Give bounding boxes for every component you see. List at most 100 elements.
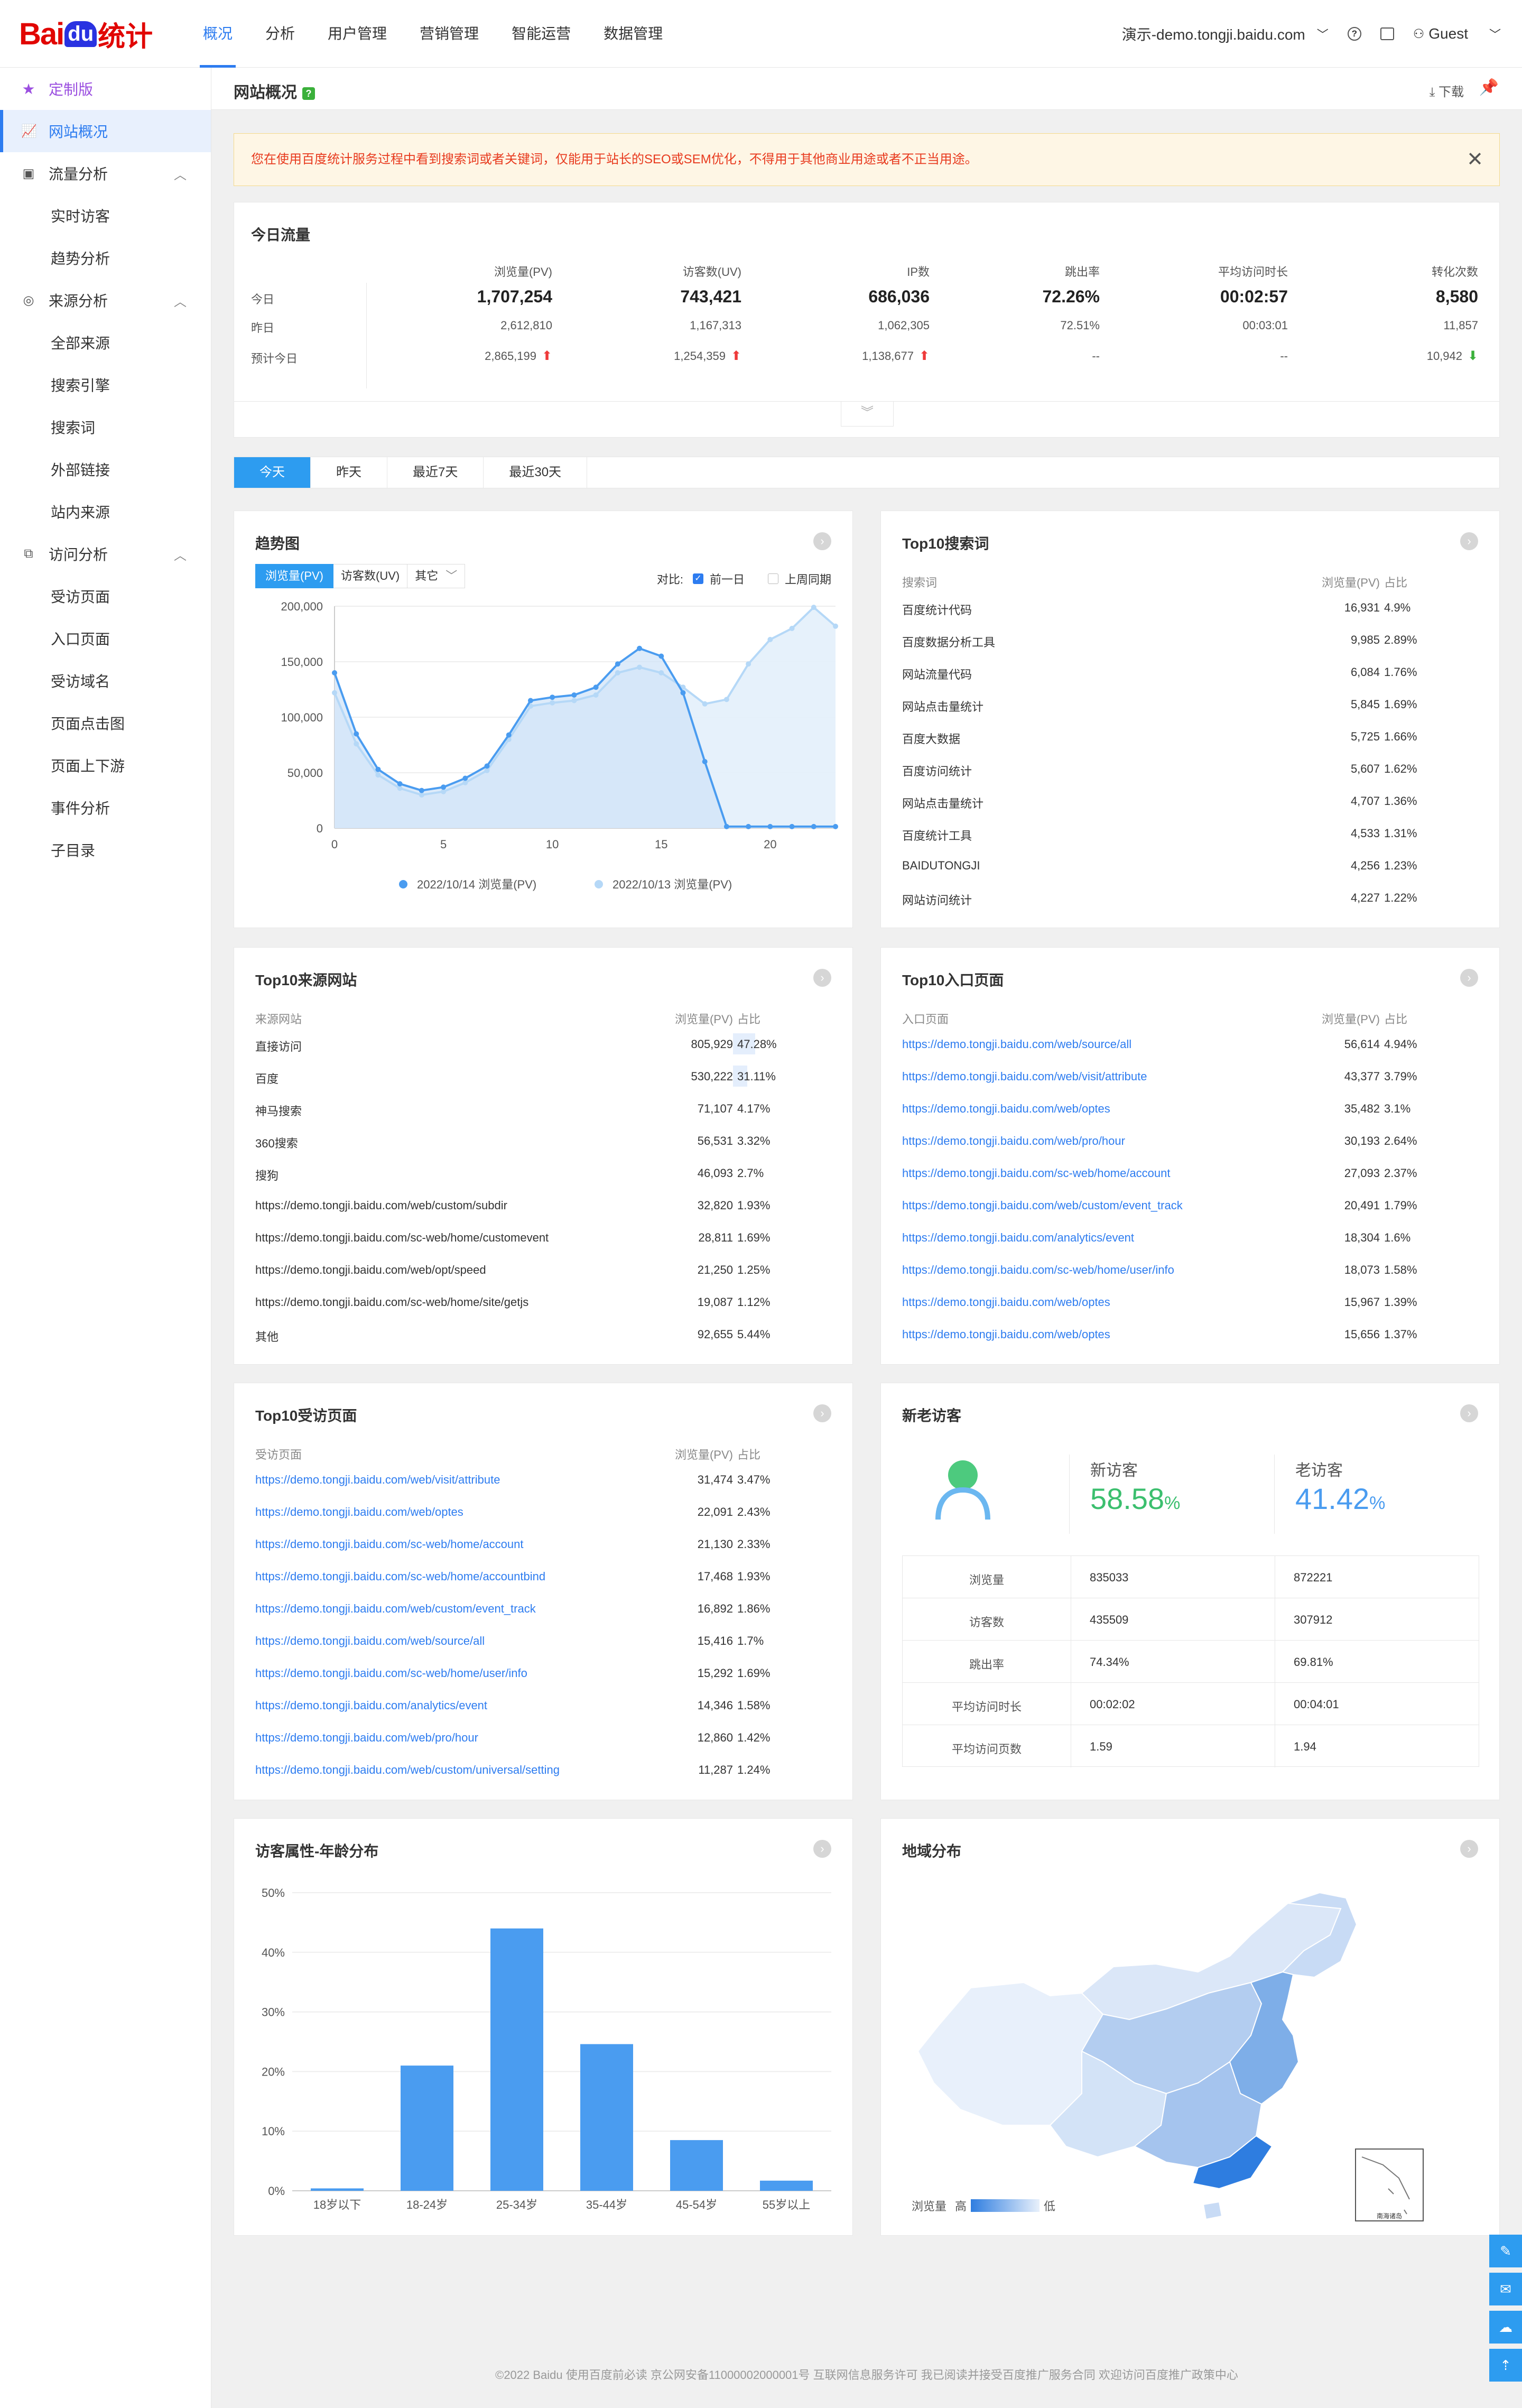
page-link[interactable]: https://demo.tongji.baidu.com/web/custom…: [255, 1763, 560, 1776]
data-point[interactable]: [811, 605, 816, 610]
table-row[interactable]: https://demo.tongji.baidu.com/web/optes 1…: [902, 1288, 1478, 1320]
map-region-east[interactable]: [1229, 1971, 1300, 2105]
table-row[interactable]: https://demo.tongji.baidu.com/web/source…: [902, 1030, 1478, 1062]
tab-last-30-days[interactable]: 最近30天: [484, 457, 588, 488]
table-row[interactable]: https://demo.tongji.baidu.com/web/custom…: [902, 1191, 1478, 1224]
data-point[interactable]: [833, 823, 838, 829]
data-point[interactable]: [527, 698, 533, 703]
page-link[interactable]: https://demo.tongji.baidu.com/sc-web/hom…: [902, 1263, 1174, 1276]
sidebar-item-visited-pages[interactable]: 受访页面: [51, 589, 110, 605]
page-link[interactable]: https://demo.tongji.baidu.com/sc-web/hom…: [902, 1166, 1171, 1180]
table-row[interactable]: 百度统计工具 4,533 1.31%: [902, 819, 1478, 851]
data-point[interactable]: [419, 788, 424, 793]
metric-select-other[interactable]: 其它 ﹀: [407, 564, 466, 588]
data-point[interactable]: [658, 653, 664, 659]
sidebar-item-subdirectory[interactable]: 子目录: [51, 842, 96, 859]
table-row[interactable]: https://demo.tongji.baidu.com/web/custom…: [255, 1756, 831, 1788]
sidebar-item-search-terms[interactable]: 搜索词: [51, 420, 96, 436]
sidebar-group-visit[interactable]: ⧉ 访问分析 ︿: [0, 533, 211, 575]
age-bar[interactable]: [490, 1928, 543, 2191]
data-point[interactable]: [658, 670, 664, 675]
table-row[interactable]: https://demo.tongji.baidu.com/sc-web/hom…: [255, 1288, 831, 1320]
sidebar-item-external-links[interactable]: 外部链接: [51, 462, 110, 478]
data-point[interactable]: [527, 703, 533, 709]
mail-button[interactable]: ✉: [1489, 2273, 1522, 2305]
age-bar[interactable]: [580, 2044, 633, 2191]
more-arrow-icon[interactable]: ›: [813, 969, 831, 987]
site-selector[interactable]: 演示-demo.tongji.baidu.com ﹀: [1121, 26, 1329, 43]
table-row[interactable]: https://demo.tongji.baidu.com/web/pro/ho…: [902, 1127, 1478, 1159]
data-point[interactable]: [441, 789, 447, 794]
table-row[interactable]: https://demo.tongji.baidu.com/web/optes 3…: [902, 1095, 1478, 1127]
tab-today[interactable]: 今天: [234, 457, 311, 488]
age-bar[interactable]: [760, 2180, 813, 2191]
table-row[interactable]: 网站点击量统计 5,845 1.69%: [902, 690, 1478, 723]
table-row[interactable]: 百度数据分析工具 9,985 2.89%: [902, 626, 1478, 658]
page-link[interactable]: https://demo.tongji.baidu.com/web/custom…: [902, 1199, 1183, 1212]
data-point[interactable]: [723, 697, 729, 702]
page-link[interactable]: https://demo.tongji.baidu.com/web/visit/…: [902, 1070, 1147, 1083]
data-point[interactable]: [571, 698, 577, 703]
data-point[interactable]: [615, 670, 620, 675]
pin-icon[interactable]: 📌: [1479, 79, 1499, 96]
data-point[interactable]: [462, 775, 468, 781]
more-arrow-icon[interactable]: ›: [1460, 1404, 1478, 1422]
more-arrow-icon[interactable]: ›: [813, 1840, 831, 1858]
data-point[interactable]: [767, 637, 773, 642]
page-link[interactable]: https://demo.tongji.baidu.com/sc-web/hom…: [255, 1538, 524, 1551]
data-point[interactable]: [702, 759, 708, 764]
data-point[interactable]: [332, 670, 337, 675]
table-row[interactable]: 360搜索 56,531 3.32%: [255, 1127, 831, 1159]
nav-user-management[interactable]: 用户管理: [328, 25, 387, 42]
table-row[interactable]: https://demo.tongji.baidu.com/web/custom…: [255, 1595, 831, 1627]
age-bar[interactable]: [670, 2140, 723, 2191]
table-row[interactable]: https://demo.tongji.baidu.com/analytics/…: [255, 1691, 831, 1724]
compare-prev-day-checkbox[interactable]: ✓: [692, 573, 703, 584]
table-row[interactable]: 百度大数据 5,725 1.66%: [902, 723, 1478, 755]
data-point[interactable]: [484, 767, 490, 773]
table-row[interactable]: https://demo.tongji.baidu.com/sc-web/hom…: [902, 1159, 1478, 1191]
data-point[interactable]: [375, 772, 381, 778]
compare-last-week-checkbox[interactable]: [767, 573, 778, 584]
page-link[interactable]: https://demo.tongji.baidu.com/web/visit/…: [255, 1473, 500, 1486]
nav-overview[interactable]: 概况: [199, 0, 236, 68]
data-point[interactable]: [332, 690, 337, 696]
sidebar-item-page-flow[interactable]: 页面上下游: [51, 758, 125, 774]
table-row[interactable]: 百度 530,222 31.11%: [255, 1062, 831, 1095]
feedback-button[interactable]: ✎: [1489, 2235, 1522, 2267]
table-row[interactable]: https://demo.tongji.baidu.com/web/pro/ho…: [255, 1724, 831, 1756]
data-point[interactable]: [550, 700, 555, 706]
more-arrow-icon[interactable]: ›: [1460, 532, 1478, 550]
sidebar-item-click-map[interactable]: 页面点击图: [51, 716, 125, 732]
tab-last-7-days[interactable]: 最近7天: [387, 457, 484, 488]
user-menu[interactable]: ⚇ Guest ﹀: [1413, 25, 1501, 42]
data-point[interactable]: [441, 784, 447, 790]
table-row[interactable]: 网站点击量统计 4,707 1.36%: [902, 787, 1478, 819]
data-point[interactable]: [702, 701, 708, 707]
back-to-top-button[interactable]: ⇡: [1489, 2349, 1522, 2382]
data-point[interactable]: [789, 626, 795, 631]
page-link[interactable]: https://demo.tongji.baidu.com/web/optes: [902, 1295, 1110, 1309]
download-button[interactable]: ⤓ 下载: [1429, 85, 1464, 99]
sidebar-group-source[interactable]: ◎ 来源分析 ︿: [0, 279, 211, 321]
data-point[interactable]: [375, 766, 381, 772]
sidebar-group-traffic[interactable]: ▣ 流量分析 ︿: [0, 152, 211, 195]
data-point[interactable]: [723, 823, 729, 829]
table-row[interactable]: 搜狗 46,093 2.7%: [255, 1159, 831, 1191]
more-arrow-icon[interactable]: ›: [813, 532, 831, 550]
image-button[interactable]: [1380, 27, 1394, 40]
nav-marketing[interactable]: 营销管理: [420, 25, 479, 42]
age-bar[interactable]: [401, 2066, 453, 2191]
more-arrow-icon[interactable]: ›: [1460, 1840, 1478, 1858]
sidebar-item-events[interactable]: 事件分析: [51, 800, 110, 817]
page-link[interactable]: https://demo.tongji.baidu.com/web/source…: [255, 1634, 485, 1647]
data-point[interactable]: [833, 623, 838, 629]
data-point[interactable]: [462, 780, 468, 785]
data-point[interactable]: [789, 823, 795, 829]
data-point[interactable]: [637, 664, 643, 670]
table-row[interactable]: https://demo.tongji.baidu.com/web/visit/…: [902, 1062, 1478, 1095]
page-link[interactable]: https://demo.tongji.baidu.com/web/optes: [902, 1328, 1110, 1341]
sidebar-item-trend[interactable]: 趋势分析: [51, 251, 110, 267]
data-point[interactable]: [767, 823, 773, 829]
more-arrow-icon[interactable]: ›: [1460, 969, 1478, 987]
